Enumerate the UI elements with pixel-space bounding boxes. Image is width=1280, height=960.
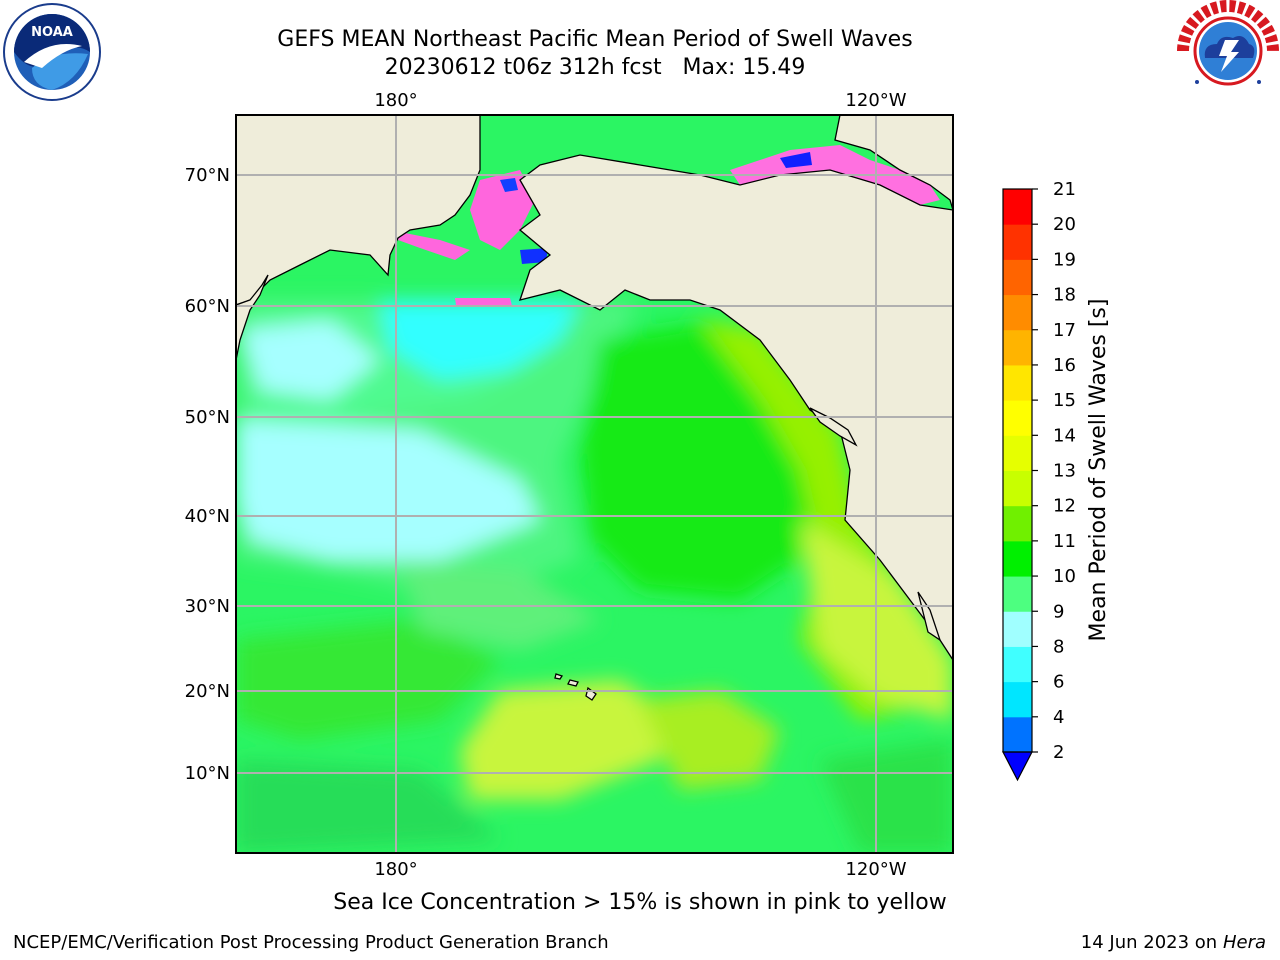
colorbar-tick-label: 2 [1053, 742, 1064, 763]
colorbar-extend-min [1002, 751, 1033, 782]
colorbar-tick-label: 8 [1053, 636, 1064, 657]
colorbar-tick-label: 20 [1053, 214, 1076, 235]
lon-label-bottom-120w: 120°W [845, 859, 906, 880]
colorbar-tick-label: 11 [1053, 531, 1076, 552]
graticule [236, 115, 953, 853]
noaa-logo-text: NOAA [31, 25, 73, 40]
land-hawaii-3 [554, 673, 564, 680]
land [236, 115, 953, 701]
footer-machine: Hera [1222, 932, 1266, 953]
lat-label-10n: 10°N [185, 763, 230, 784]
colorbar-tick-label: 4 [1053, 707, 1064, 728]
lat-label-40n: 40°N [185, 506, 230, 527]
footer-right: 14 Jun 2023 on Hera [1081, 932, 1266, 953]
land-baja [917, 591, 942, 642]
colorbar-segment [1003, 540, 1032, 577]
colorbar-label: Mean Period of Swell Waves [s] [1086, 299, 1111, 642]
colorbar-segment [1003, 294, 1032, 331]
swell-period-field [236, 300, 953, 853]
title-line-2: 20230612 t06z 312h fcst Max: 15.49 [384, 55, 806, 80]
colorbar-segment [1003, 576, 1032, 612]
colorbar-tick-label: 12 [1053, 496, 1076, 517]
colorbar-tick-label: 6 [1053, 672, 1064, 693]
lon-label-bottom-180: 180° [374, 859, 417, 880]
colorbar-segment [1003, 646, 1032, 683]
map-area [236, 115, 953, 853]
colorbar-tick-label: 17 [1053, 320, 1076, 341]
colorbar-segment [1003, 329, 1032, 366]
colorbar-segment [1003, 259, 1032, 296]
footer-date: 14 Jun 2023 on [1080, 932, 1218, 953]
colorbar: 2 4 6 8 9 10 11 12 13 14 15 16 17 18 19 20 21 [1002, 179, 1076, 782]
footer-left: NCEP/EMC/Verification Post Processing Pr… [13, 932, 609, 953]
lat-label-20n: 20°N [185, 681, 230, 702]
colorbar-tick-label: 15 [1053, 390, 1076, 411]
colorbar-segment [1003, 364, 1032, 401]
colorbar-segment [1003, 716, 1032, 753]
colorbar-segment [1003, 611, 1032, 647]
colorbar-segment [1003, 189, 1032, 225]
colorbar-tick-label: 10 [1053, 566, 1076, 587]
land-north-america [518, 115, 953, 662]
colorbar-segment [1003, 681, 1032, 718]
title-line-1: GEFS MEAN Northeast Pacific Mean Period … [277, 27, 913, 52]
colorbar-tick-label: 16 [1053, 355, 1076, 376]
lat-label-30n: 30°N [185, 596, 230, 617]
colorbar-segment [1003, 400, 1032, 436]
colorbar-segment [1003, 505, 1032, 542]
lon-label-top-180: 180° [374, 90, 417, 111]
land-hawaii-2 [567, 679, 579, 687]
colorbar-segment [1003, 224, 1032, 260]
map-frame [235, 114, 954, 854]
lat-label-50n: 50°N [185, 407, 230, 428]
colorbar-segment [1003, 435, 1032, 471]
colorbar-tick-label: 9 [1053, 601, 1064, 622]
colorbar-tick-label: 21 [1053, 179, 1076, 200]
sea-ice-note: Sea Ice Concentration > 15% is shown in … [333, 890, 947, 915]
colorbar-tick-label: 18 [1053, 285, 1076, 306]
nws-logo [1177, 0, 1279, 100]
colorbar-tick-label: 19 [1053, 249, 1076, 270]
colorbar-segment [1003, 470, 1032, 507]
lat-label-60n: 60°N [185, 296, 230, 317]
lat-label-70n: 70°N [185, 165, 230, 186]
noaa-logo: NOAA [3, 3, 101, 101]
colorbar-tick-label: 14 [1053, 425, 1076, 446]
lon-label-top-120w: 120°W [845, 90, 906, 111]
colorbar-tick-label: 13 [1053, 461, 1076, 482]
land-kamchatka [236, 274, 269, 361]
title-block: GEFS MEAN Northeast Pacific Mean Period … [0, 26, 1190, 82]
